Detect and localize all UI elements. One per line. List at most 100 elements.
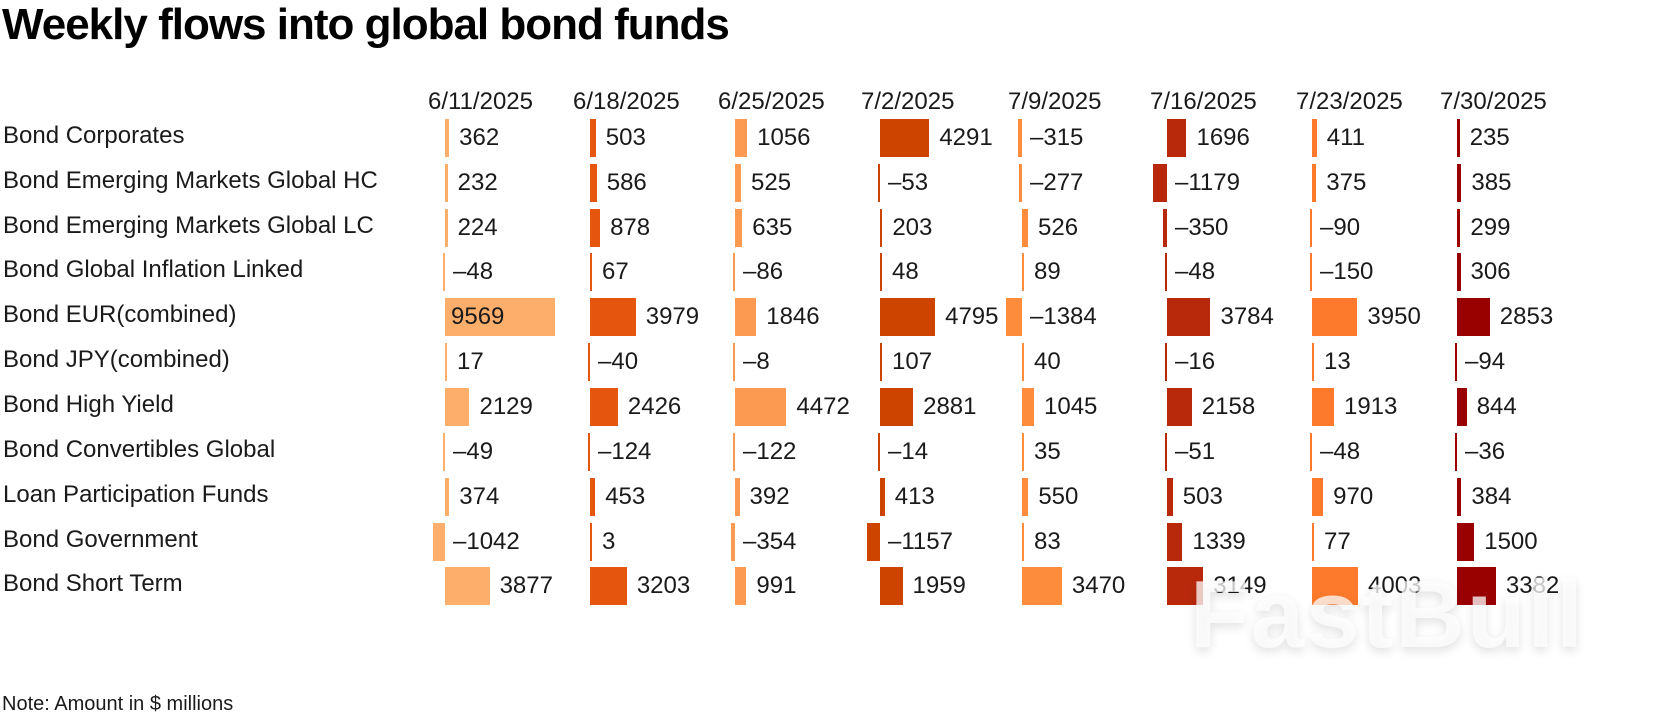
bar — [1167, 523, 1183, 561]
bar — [1310, 433, 1312, 471]
bar — [590, 478, 596, 516]
value-label: 635 — [752, 214, 793, 241]
bar — [1312, 343, 1314, 381]
value-label: –277 — [1030, 169, 1084, 196]
value-label: 40 — [1034, 348, 1061, 375]
value-label: –150 — [1320, 258, 1374, 285]
bar — [445, 478, 450, 516]
bar — [433, 523, 445, 561]
bar — [1310, 209, 1312, 247]
bar — [1022, 209, 1029, 247]
value-label: –51 — [1175, 438, 1216, 465]
value-label: –48 — [1320, 438, 1361, 465]
column-header: 6/18/2025 — [573, 88, 680, 115]
value-label: 970 — [1333, 483, 1374, 510]
bar — [445, 567, 490, 605]
bar — [1165, 253, 1167, 291]
chart-title: Weekly flows into global bond funds — [2, 0, 730, 49]
bar — [1312, 164, 1317, 202]
value-label: 2426 — [627, 393, 682, 420]
value-label: 4003 — [1368, 572, 1422, 599]
value-label: 17 — [457, 348, 484, 375]
bar — [1455, 433, 1457, 471]
value-label: 991 — [756, 572, 797, 599]
bar — [735, 478, 740, 516]
value-label: 306 — [1470, 258, 1511, 285]
value-label: –16 — [1175, 348, 1216, 375]
value-label: –1179 — [1175, 169, 1240, 196]
value-label: 67 — [602, 258, 629, 285]
value-label: 411 — [1326, 124, 1365, 151]
bar — [1457, 388, 1467, 426]
value-label: 3203 — [636, 572, 691, 599]
bar — [1457, 209, 1461, 247]
bar — [1022, 478, 1029, 516]
bar — [1312, 523, 1314, 561]
bar — [880, 343, 882, 381]
column-header: 7/9/2025 — [1008, 88, 1102, 115]
bar — [878, 433, 880, 471]
value-label: 1846 — [766, 303, 820, 330]
bar — [1455, 343, 1457, 381]
bar — [590, 253, 592, 291]
value-label: 525 — [751, 169, 792, 196]
value-label: –49 — [453, 438, 494, 465]
bar — [1457, 567, 1496, 605]
value-label: 2129 — [479, 393, 533, 420]
value-label: 1500 — [1484, 528, 1538, 555]
bar — [1018, 119, 1022, 157]
bar — [590, 209, 601, 247]
value-label: 374 — [459, 483, 500, 510]
bar — [878, 164, 880, 202]
bar — [1022, 567, 1062, 605]
value-label: 224 — [457, 214, 498, 241]
value-label: 550 — [1038, 483, 1079, 510]
bar — [1167, 478, 1173, 516]
bar — [590, 523, 592, 561]
bar — [735, 298, 757, 336]
bar — [1167, 119, 1187, 157]
value-label: 107 — [892, 348, 933, 375]
row-label: Bond Emerging Markets Global HC — [3, 167, 378, 194]
value-label: –1042 — [453, 528, 520, 555]
row-label: Bond Convertibles Global — [3, 436, 276, 463]
bar — [445, 343, 447, 381]
value-label: –94 — [1465, 348, 1506, 375]
bar — [590, 298, 636, 336]
value-label: 392 — [749, 483, 790, 510]
value-label: –124 — [598, 438, 652, 465]
row-label: Bond JPY(combined) — [3, 346, 230, 373]
value-label: 1339 — [1192, 528, 1246, 555]
bar — [1312, 119, 1317, 157]
row-label: Bond EUR(combined) — [3, 301, 237, 328]
bar — [1457, 298, 1490, 336]
value-label: 3149 — [1213, 572, 1267, 599]
value-label: 3979 — [645, 303, 700, 330]
bar — [445, 164, 448, 202]
value-label: 362 — [459, 124, 500, 151]
bar — [880, 478, 885, 516]
value-label: –48 — [1175, 258, 1216, 285]
bar — [588, 343, 590, 381]
bar — [1022, 253, 1024, 291]
value-label: –315 — [1030, 124, 1084, 151]
bar — [443, 433, 445, 471]
row-label: Loan Participation Funds — [3, 481, 269, 508]
bar — [445, 298, 555, 336]
value-label: 1913 — [1343, 393, 1398, 420]
bar — [880, 388, 914, 426]
value-label: 77 — [1324, 528, 1351, 555]
row-label: Bond High Yield — [3, 391, 174, 418]
value-label: –122 — [743, 438, 797, 465]
bar — [735, 209, 743, 247]
value-label: 384 — [1471, 483, 1512, 510]
bar — [733, 433, 735, 471]
bar — [735, 388, 787, 426]
bar — [1167, 298, 1211, 336]
bar — [445, 119, 450, 157]
value-label: –53 — [888, 169, 929, 196]
bar — [1312, 478, 1324, 516]
value-label: 299 — [1470, 214, 1511, 241]
value-label: 453 — [605, 483, 646, 510]
bar — [1022, 523, 1024, 561]
